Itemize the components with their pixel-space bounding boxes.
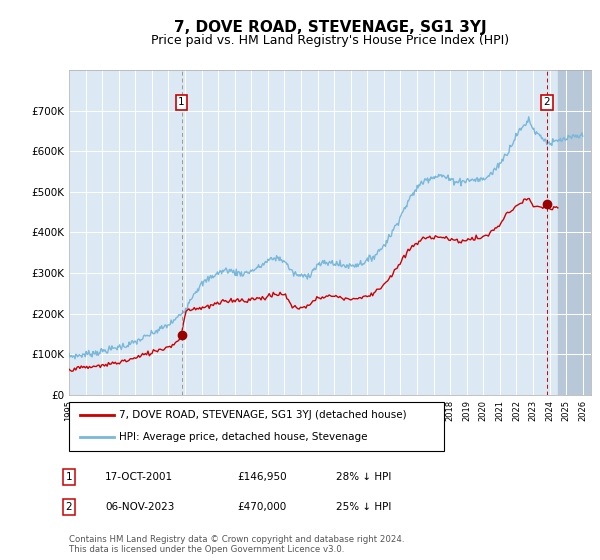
Text: £470,000: £470,000: [237, 502, 286, 512]
Bar: [558, 70, 591, 395]
Text: 28% ↓ HPI: 28% ↓ HPI: [336, 472, 391, 482]
Text: 2: 2: [544, 97, 550, 108]
Text: 06-NOV-2023: 06-NOV-2023: [105, 502, 175, 512]
Text: Price paid vs. HM Land Registry's House Price Index (HPI): Price paid vs. HM Land Registry's House …: [151, 34, 509, 46]
Text: 1: 1: [65, 472, 73, 482]
Text: Contains HM Land Registry data © Crown copyright and database right 2024.
This d: Contains HM Land Registry data © Crown c…: [69, 535, 404, 554]
Text: 7, DOVE ROAD, STEVENAGE, SG1 3YJ (detached house): 7, DOVE ROAD, STEVENAGE, SG1 3YJ (detach…: [119, 410, 406, 420]
Text: 7, DOVE ROAD, STEVENAGE, SG1 3YJ: 7, DOVE ROAD, STEVENAGE, SG1 3YJ: [173, 20, 487, 35]
Text: 17-OCT-2001: 17-OCT-2001: [105, 472, 173, 482]
Text: 25% ↓ HPI: 25% ↓ HPI: [336, 502, 391, 512]
Text: 1: 1: [178, 97, 185, 108]
Text: 2: 2: [65, 502, 73, 512]
Text: HPI: Average price, detached house, Stevenage: HPI: Average price, detached house, Stev…: [119, 432, 367, 442]
Text: £146,950: £146,950: [237, 472, 287, 482]
